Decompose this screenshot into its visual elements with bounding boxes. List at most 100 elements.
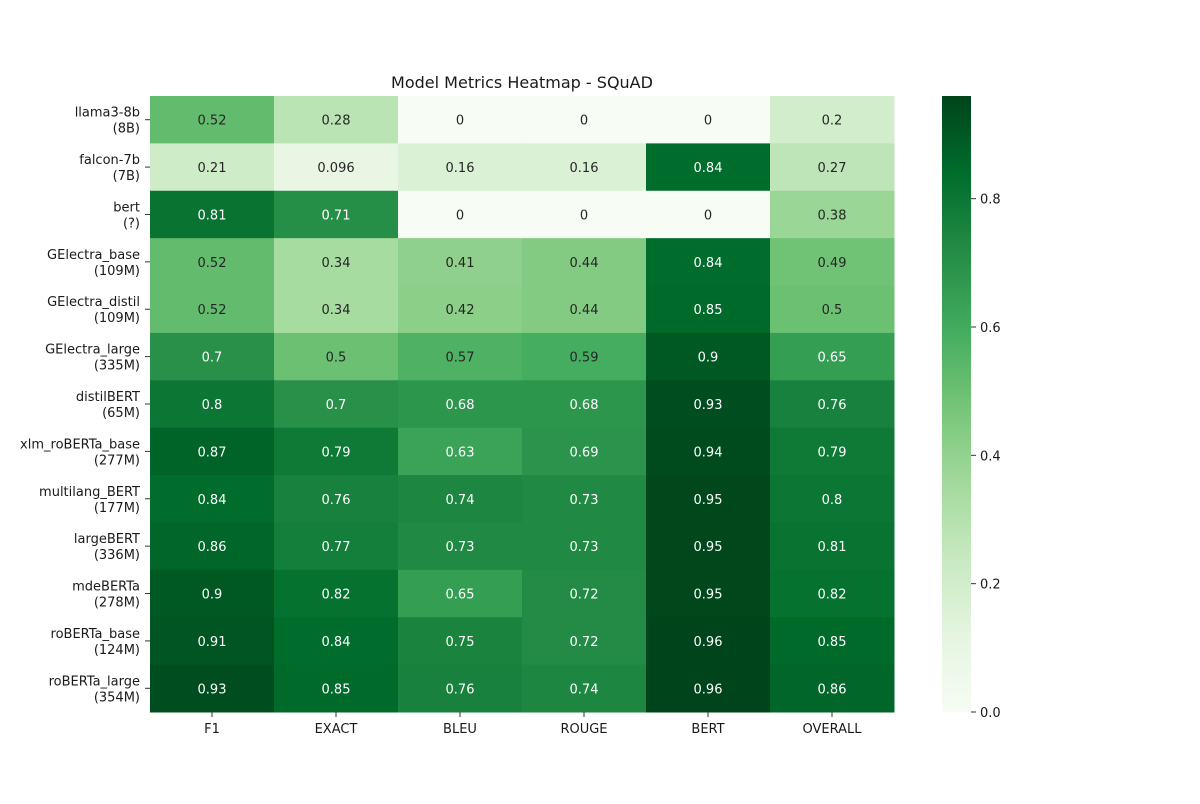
heatmap-cell [274,569,399,618]
heatmap-cell [646,569,771,618]
row-label: roBERTa_large [49,674,140,689]
heatmap-cell [522,143,647,192]
cell-value-label: 0.93 [198,682,227,697]
heatmap-cell [770,569,895,618]
cell-value-label: 0.7 [202,351,223,366]
heatmap-cell [398,569,523,618]
cell-value-label: 0 [456,208,464,223]
cell-value-label: 0.81 [818,540,847,555]
heatmap-cell [646,475,771,523]
row-label: (7B) [113,169,140,184]
row-label: (109M) [94,311,140,326]
row-label: bert [113,200,140,215]
cell-value-label: 0.65 [818,351,847,366]
heatmap-cell [522,475,647,523]
heatmap-cell [274,664,399,713]
cell-value-label: 0.73 [570,540,599,555]
cell-value-label: 0.38 [818,208,847,223]
row-label: (278M) [94,596,140,611]
heatmap-cell [398,190,523,239]
cell-value-label: 0.76 [446,682,475,697]
heatmap-cell [646,664,771,713]
cell-value-label: 0 [704,114,712,129]
cell-value-label: 0.42 [446,303,475,318]
heatmap-cell [150,332,275,381]
cell-value-label: 0.59 [570,351,599,366]
row-label: GElectra_base [47,248,140,263]
cell-value-label: 0.76 [322,493,351,508]
cell-value-label: 0.76 [818,398,847,413]
cell-value-label: 0.74 [446,493,475,508]
cell-value-label: 0.2 [822,114,843,129]
cell-value-label: 0.81 [198,208,227,223]
cell-value-label: 0.85 [322,682,351,697]
heatmap-cell [150,427,275,476]
heatmap-cell [150,569,275,618]
colorbar-tick-label: 0.8 [980,193,1001,208]
colorbar-tick-label: 0.6 [980,321,1001,336]
row-label: (109M) [94,264,140,279]
cell-value-label: 0.63 [446,445,475,460]
heatmap-cell [522,332,647,381]
row-label: distilBERT [76,390,140,405]
heatmap-cell [522,96,647,144]
cell-value-label: 0.69 [570,445,599,460]
cell-value-label: 0.95 [694,540,723,555]
row-labels: llama3-8b(8B) falcon-7b(7B) bert(?) GElectr… [20,106,150,705]
column-label: OVERALL [803,722,863,737]
heatmap-cell [522,238,647,287]
cell-value-label: 0.87 [198,445,227,460]
row-label: (354M) [94,690,140,705]
cell-value-label: 0.85 [694,303,723,318]
cell-value-label: 0.82 [322,588,351,603]
heatmap-cell [646,96,771,144]
heatmap-cell [150,285,275,334]
heatmap-cell [398,664,523,713]
cell-value-label: 0.44 [570,256,599,271]
colorbar-tick-label: 0.4 [980,449,1001,464]
cell-value-label: 0.44 [570,303,599,318]
heatmap-cell [274,475,399,523]
cell-value-label: 0.096 [317,161,354,176]
heatmap-cell [522,569,647,618]
cell-value-label: 0.5 [326,351,347,366]
cell-value-label: 0.41 [446,256,475,271]
heatmap-cell [150,143,275,192]
row-label: falcon-7b [79,153,140,168]
row-label: roBERTa_base [51,627,140,642]
row-label: (?) [123,216,140,231]
row-label: (177M) [94,501,140,516]
heatmap-cell [522,617,647,666]
cell-value-label: 0.86 [818,682,847,697]
heatmap-cell [646,285,771,334]
cell-value-label: 0.84 [694,256,723,271]
cell-value-label: 0.16 [570,161,599,176]
cell-value-label: 0.65 [446,588,475,603]
heatmap-cell [770,285,895,334]
heatmap-cell [770,475,895,523]
heatmap-cell [398,332,523,381]
heatmap-cell [646,332,771,381]
heatmap-cell [274,332,399,381]
cell-value-label: 0.49 [818,256,847,271]
heatmap-cell [398,96,523,144]
heatmap-cell [150,238,275,287]
column-label: F1 [204,722,220,737]
heatmap-cell [274,427,399,476]
cell-value-label: 0.93 [694,398,723,413]
heatmap-cell [770,238,895,287]
cell-value-label: 0.96 [694,635,723,650]
heatmap-cell [150,96,275,144]
cell-value-label: 0.77 [322,540,351,555]
heatmap-cell [646,380,771,429]
cell-value-label: 0.94 [694,445,723,460]
heatmap-cell [398,238,523,287]
cell-value-label: 0.71 [322,208,351,223]
heatmap-cell [770,427,895,476]
heatmap-cell [150,190,275,239]
heatmap-cell [398,522,523,571]
heatmap-cell [646,190,771,239]
heatmap-cell [522,190,647,239]
